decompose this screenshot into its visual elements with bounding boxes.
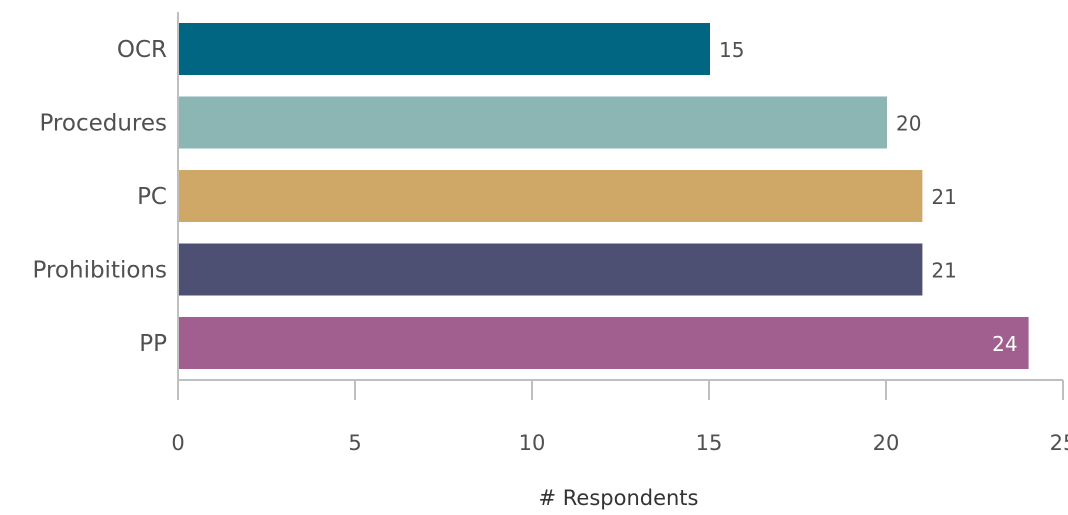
bars-group <box>179 23 1029 369</box>
value-label-pp: 24 <box>992 332 1017 356</box>
category-label-pp: PP <box>139 331 167 357</box>
x-tick-label-0: 0 <box>171 431 184 455</box>
value-label-ocr: 15 <box>719 38 744 62</box>
x-tick-label-5: 5 <box>348 431 361 455</box>
x-tick-label-15: 15 <box>696 431 723 455</box>
bar-procedures <box>179 96 887 149</box>
bar-ocr <box>179 23 710 75</box>
x-tick-label-25: 25 <box>1050 431 1068 455</box>
category-label-prohibitions: Prohibitions <box>33 258 168 284</box>
value-labels: 15 20 21 21 24 <box>719 38 1018 356</box>
value-label-pc: 21 <box>931 185 956 209</box>
x-axis-title: # Respondents <box>538 486 698 510</box>
category-label-pc: PC <box>137 184 167 210</box>
category-label-procedures: Procedures <box>39 111 167 137</box>
value-label-procedures: 20 <box>896 112 921 136</box>
x-axis-tick-labels: 0 5 10 15 20 25 <box>171 431 1068 455</box>
bar-prohibitions <box>179 243 923 296</box>
category-label-ocr: OCR <box>117 37 167 63</box>
x-tick-label-20: 20 <box>873 431 900 455</box>
category-labels: OCR Procedures PC Prohibitions PP <box>33 37 168 357</box>
bar-pc <box>179 170 923 222</box>
x-tick-label-10: 10 <box>519 431 546 455</box>
bar-pp <box>179 317 1029 369</box>
value-label-prohibitions: 21 <box>931 259 956 283</box>
x-axis-ticks <box>177 380 1064 400</box>
